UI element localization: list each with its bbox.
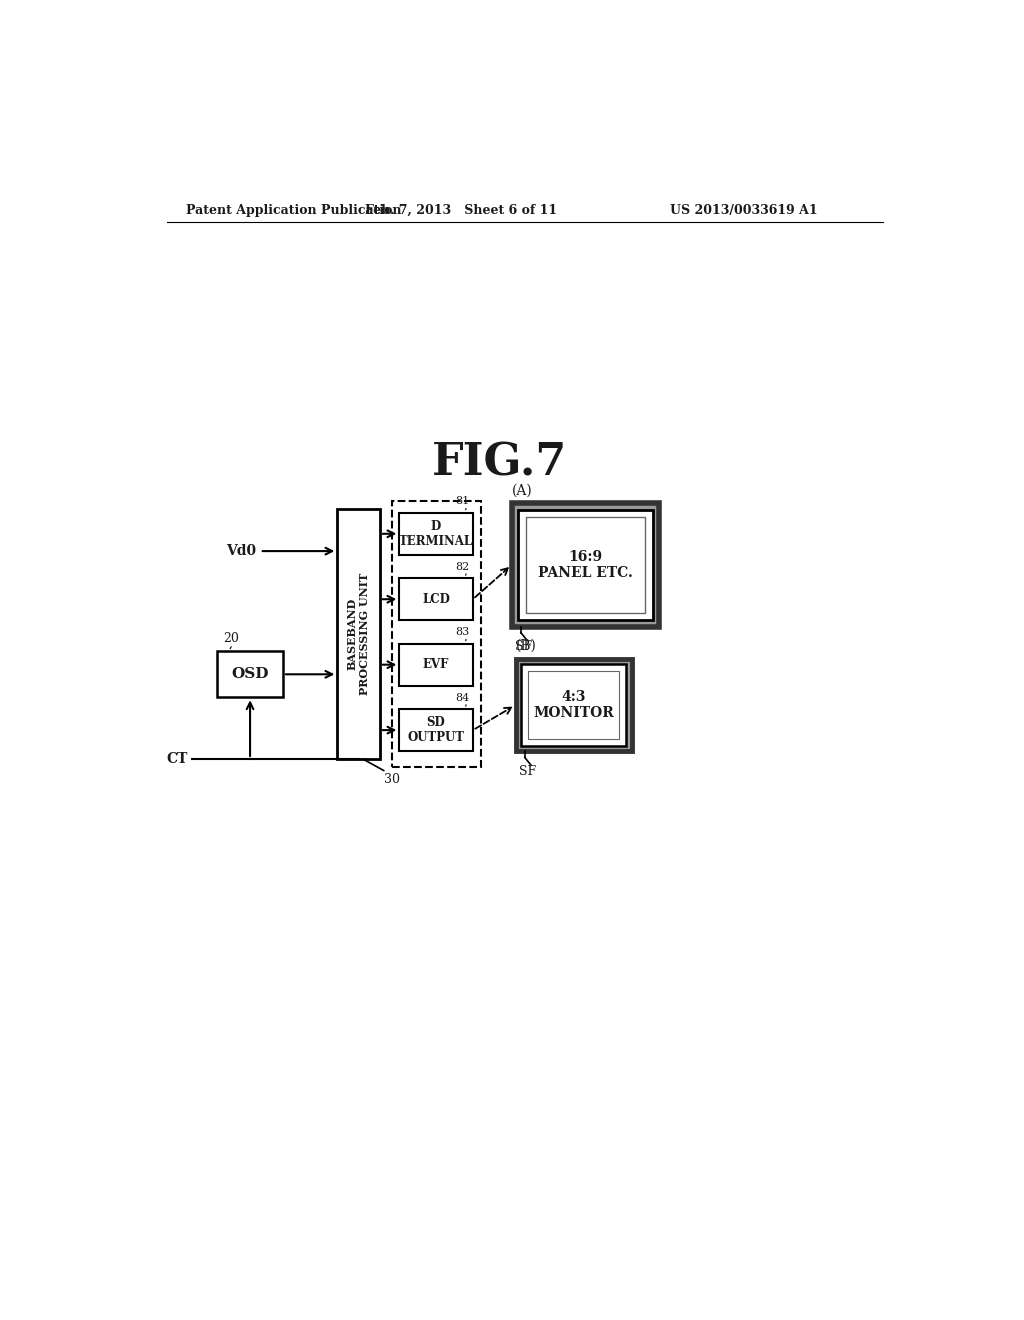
Text: (B): (B) (515, 639, 537, 653)
Text: EVF: EVF (423, 659, 450, 671)
Text: Patent Application Publication: Patent Application Publication (186, 205, 401, 218)
Text: 81: 81 (455, 496, 469, 507)
Bar (512, 503, 658, 627)
Text: SF: SF (519, 766, 537, 779)
Text: 83: 83 (455, 627, 469, 638)
Bar (518, 510, 652, 620)
Text: D
TERMINAL: D TERMINAL (399, 520, 473, 548)
Text: 16:9
PANEL ETC.: 16:9 PANEL ETC. (538, 550, 633, 579)
Bar (217, 651, 283, 697)
Bar (337, 508, 380, 759)
Text: 20: 20 (223, 632, 240, 645)
Text: 82: 82 (455, 562, 469, 572)
Text: (A): (A) (512, 483, 532, 498)
Bar (399, 512, 473, 554)
Text: FIG.7: FIG.7 (432, 441, 567, 484)
Bar (399, 578, 473, 620)
Text: 4:3
MONITOR: 4:3 MONITOR (534, 690, 614, 721)
Text: 30: 30 (384, 774, 399, 785)
Text: CT: CT (167, 752, 188, 766)
Text: SF: SF (515, 640, 532, 653)
Bar (391, 502, 480, 767)
Text: LCD: LCD (422, 593, 450, 606)
Bar (521, 664, 627, 746)
Text: 84: 84 (455, 693, 469, 702)
Bar (528, 671, 620, 739)
Text: Vd0: Vd0 (225, 544, 256, 558)
Text: OSD: OSD (231, 668, 269, 681)
Bar (399, 644, 473, 686)
Text: US 2013/0033619 A1: US 2013/0033619 A1 (671, 205, 818, 218)
Text: BASEBAND
PROCESSING UNIT: BASEBAND PROCESSING UNIT (347, 573, 371, 696)
Bar (525, 517, 645, 612)
Text: SD
OUTPUT: SD OUTPUT (408, 717, 465, 744)
Text: Feb. 7, 2013   Sheet 6 of 11: Feb. 7, 2013 Sheet 6 of 11 (366, 205, 557, 218)
Bar (399, 709, 473, 751)
Bar (515, 659, 632, 751)
